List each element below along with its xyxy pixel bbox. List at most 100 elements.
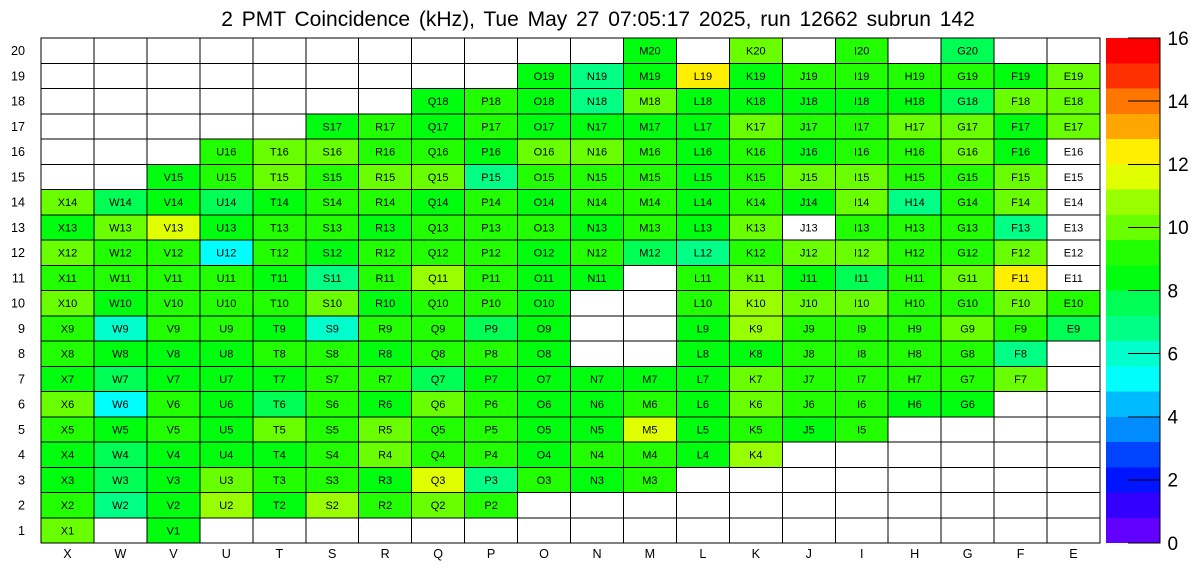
- svg-text:U16: U16: [216, 147, 236, 159]
- svg-text:Q7: Q7: [431, 374, 446, 386]
- svg-text:8: 8: [1168, 281, 1179, 302]
- svg-text:E12: E12: [1064, 248, 1084, 260]
- svg-text:F19: F19: [1011, 71, 1030, 83]
- svg-text:L19: L19: [694, 71, 712, 83]
- svg-text:N19: N19: [587, 71, 607, 83]
- svg-text:W2: W2: [112, 500, 129, 512]
- svg-text:O6: O6: [537, 399, 552, 411]
- svg-text:H: H: [910, 547, 919, 561]
- svg-text:S3: S3: [325, 475, 338, 487]
- svg-text:I18: I18: [854, 96, 869, 108]
- svg-text:O12: O12: [534, 248, 555, 260]
- svg-text:H15: H15: [905, 172, 925, 184]
- svg-text:E11: E11: [1064, 273, 1083, 285]
- svg-text:V2: V2: [167, 500, 180, 512]
- svg-text:S15: S15: [322, 172, 342, 184]
- svg-text:P13: P13: [481, 222, 501, 234]
- svg-text:M5: M5: [642, 424, 657, 436]
- svg-text:R2: R2: [378, 500, 392, 512]
- svg-text:14: 14: [11, 196, 25, 210]
- svg-text:J15: J15: [800, 172, 818, 184]
- svg-text:R7: R7: [378, 374, 392, 386]
- svg-text:T9: T9: [273, 323, 286, 335]
- svg-text:P5: P5: [484, 424, 497, 436]
- svg-text:G11: G11: [958, 273, 978, 285]
- svg-text:S10: S10: [322, 298, 342, 310]
- svg-text:U14: U14: [216, 197, 236, 209]
- svg-text:J16: J16: [800, 147, 818, 159]
- svg-text:T11: T11: [270, 273, 288, 285]
- svg-text:X10: X10: [58, 298, 78, 310]
- svg-text:I19: I19: [854, 71, 869, 83]
- svg-text:K18: K18: [746, 96, 766, 108]
- svg-text:J18: J18: [800, 96, 818, 108]
- svg-text:19: 19: [11, 69, 25, 83]
- svg-text:E9: E9: [1067, 323, 1080, 335]
- svg-text:K13: K13: [746, 222, 766, 234]
- svg-text:12: 12: [1168, 155, 1189, 176]
- svg-text:Q11: Q11: [428, 273, 448, 285]
- svg-text:J: J: [806, 547, 812, 561]
- svg-text:R5: R5: [378, 424, 392, 436]
- svg-text:U12: U12: [216, 248, 236, 260]
- svg-text:18: 18: [11, 95, 25, 109]
- svg-text:Q13: Q13: [428, 222, 449, 234]
- svg-text:G15: G15: [957, 172, 978, 184]
- svg-text:O3: O3: [537, 475, 552, 487]
- svg-text:G18: G18: [957, 96, 978, 108]
- svg-text:L16: L16: [694, 147, 712, 159]
- svg-text:R6: R6: [378, 399, 392, 411]
- svg-text:R3: R3: [378, 475, 392, 487]
- svg-text:13: 13: [11, 221, 25, 235]
- svg-text:S4: S4: [325, 450, 338, 462]
- svg-text:F10: F10: [1011, 298, 1030, 310]
- svg-text:T4: T4: [273, 450, 286, 462]
- svg-text:W8: W8: [112, 349, 129, 361]
- svg-text:K16: K16: [746, 147, 766, 159]
- svg-text:R17: R17: [375, 121, 395, 133]
- svg-text:2: 2: [1168, 471, 1179, 492]
- svg-text:E15: E15: [1064, 172, 1084, 184]
- svg-text:2: 2: [18, 499, 25, 513]
- svg-text:W6: W6: [112, 399, 129, 411]
- svg-text:I9: I9: [857, 323, 866, 335]
- svg-text:Q6: Q6: [431, 399, 446, 411]
- svg-text:O7: O7: [537, 374, 552, 386]
- svg-text:F18: F18: [1011, 96, 1030, 108]
- svg-text:X12: X12: [58, 248, 78, 260]
- svg-text:F12: F12: [1011, 248, 1030, 260]
- svg-text:K7: K7: [749, 374, 762, 386]
- svg-text:S5: S5: [325, 424, 338, 436]
- svg-text:K9: K9: [749, 323, 762, 335]
- svg-text:S13: S13: [322, 222, 342, 234]
- svg-text:I5: I5: [857, 424, 866, 436]
- svg-text:U11: U11: [217, 273, 236, 285]
- svg-text:W12: W12: [109, 248, 132, 260]
- svg-text:I11: I11: [854, 273, 868, 285]
- svg-text:U6: U6: [219, 399, 233, 411]
- svg-text:K4: K4: [749, 450, 762, 462]
- svg-text:X2: X2: [61, 500, 74, 512]
- svg-text:N14: N14: [587, 197, 607, 209]
- svg-text:K19: K19: [746, 71, 766, 83]
- svg-text:Q9: Q9: [431, 323, 446, 335]
- svg-text:F13: F13: [1011, 222, 1030, 234]
- svg-text:Q3: Q3: [431, 475, 446, 487]
- svg-text:U15: U15: [216, 172, 236, 184]
- svg-text:3: 3: [18, 473, 25, 487]
- svg-text:T7: T7: [273, 374, 286, 386]
- svg-text:16: 16: [11, 145, 25, 159]
- svg-text:S12: S12: [322, 248, 342, 260]
- svg-text:E: E: [1069, 547, 1077, 561]
- svg-text:H12: H12: [905, 248, 925, 260]
- svg-text:J5: J5: [803, 424, 815, 436]
- svg-text:L13: L13: [694, 222, 712, 234]
- svg-text:P8: P8: [484, 349, 497, 361]
- svg-text:N7: N7: [590, 374, 604, 386]
- svg-text:U13: U13: [216, 222, 236, 234]
- svg-text:J17: J17: [800, 121, 818, 133]
- svg-text:6: 6: [1168, 344, 1179, 365]
- svg-text:W3: W3: [112, 475, 129, 487]
- svg-text:N11: N11: [587, 273, 606, 285]
- svg-text:T14: T14: [270, 197, 289, 209]
